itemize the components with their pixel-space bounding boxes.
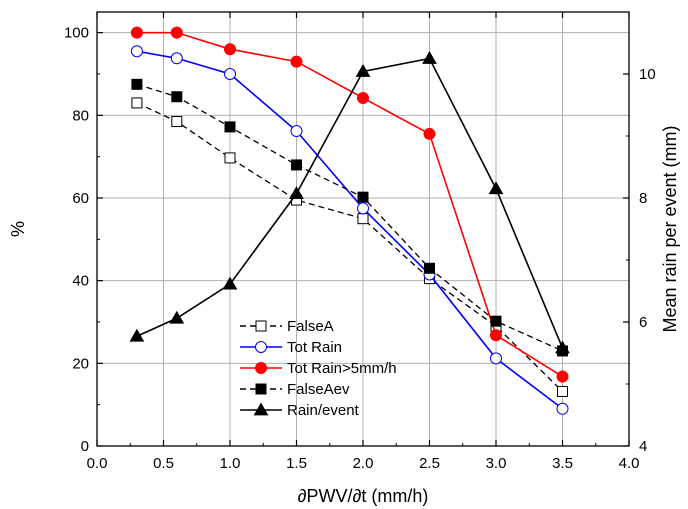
data-point-tot-rain-5mm-h — [224, 43, 236, 56]
legend-label: Rain/event — [287, 402, 360, 419]
data-point-rain-event — [222, 276, 238, 290]
legend-marker — [255, 362, 267, 374]
data-point-falseaev — [357, 191, 369, 203]
data-point-tot-rain-5mm-h — [130, 26, 143, 39]
data-point-falsea — [171, 116, 183, 128]
legend-label: FalseA — [287, 318, 334, 335]
legend: FalseA Tot Rain Tot Rain>5mm/h FalseAev Rain… — [240, 318, 397, 419]
data-point-tot-rain-5mm-h — [556, 370, 569, 383]
y-tick-label: 100 — [64, 25, 89, 42]
legend-label: Tot Rain>5mm/h — [287, 360, 397, 377]
series-rain-event — [129, 50, 570, 354]
data-point-falseaev — [424, 262, 435, 274]
grid-layer — [96, 12, 630, 447]
y2-tick-label: 4 — [639, 438, 647, 455]
legend-marker — [255, 341, 267, 353]
data-point-falsea — [131, 97, 143, 109]
legend-marker — [253, 402, 269, 416]
y-tick-label: 40 — [72, 273, 89, 290]
x-tick-label: 4.0 — [619, 455, 640, 472]
data-point-rain-event — [422, 50, 437, 64]
legend-marker — [255, 320, 267, 332]
legend-item-tot-rain: Tot Rain — [240, 339, 342, 356]
legend-marker — [255, 383, 267, 395]
x-tick-label: 0.5 — [153, 455, 174, 472]
y-tick-label: 0 — [81, 438, 89, 455]
legend-label: FalseAev — [287, 381, 350, 398]
legend-item-falsea: FalseA — [240, 318, 334, 335]
y-tick-label: 60 — [72, 190, 89, 207]
data-point-rain-event — [169, 310, 185, 324]
data-point-tot-rain — [130, 45, 143, 58]
axis-ticks: 0.0 0.5 1.0 1.5 2.0 2.5 3.0 3.5 4.0 0 20 40 60 80 100 4… — [64, 12, 656, 472]
data-point-rain-event — [355, 64, 371, 77]
y2-tick-label: 8 — [639, 190, 647, 207]
x-tick-label: 0.0 — [87, 455, 108, 472]
data-point-tot-rain — [556, 402, 569, 415]
data-point-falsea — [224, 152, 236, 164]
data-point-tot-rain — [224, 68, 236, 80]
series-falsea — [131, 97, 568, 397]
x-tick-label: 1.5 — [286, 455, 307, 472]
y-tick-label: 80 — [72, 107, 89, 124]
data-point-rain-event — [555, 340, 570, 354]
data-point-rain-event — [289, 186, 304, 200]
legend-item-rain-event: Rain/event — [240, 402, 360, 419]
data-point-tot-rain — [490, 352, 502, 365]
legend-label: Tot Rain — [287, 339, 342, 356]
y-tick-label: 20 — [72, 355, 89, 372]
data-point-rain-event — [488, 181, 504, 195]
series-line-tot-rain-5mm-h — [136, 31, 563, 378]
series-tot-rain — [130, 45, 569, 415]
data-point-falseaev — [171, 91, 183, 103]
data-point-falseaev — [291, 159, 302, 171]
data-point-tot-rain — [170, 52, 183, 65]
data-point-tot-rain-5mm-h — [290, 55, 303, 68]
y2-tick-label: 6 — [639, 314, 647, 331]
y2-axis-title: Mean rain per event (mm) — [660, 125, 680, 332]
data-point-tot-rain-5mm-h — [357, 91, 369, 104]
x-tick-label: 1.0 — [220, 455, 241, 472]
data-point-tot-rain-5mm-h — [423, 127, 436, 140]
series-line-falsea — [136, 102, 563, 392]
x-tick-label: 3.5 — [552, 455, 573, 472]
series-line-tot-rain — [136, 50, 563, 410]
data-point-tot-rain-5mm-h — [170, 26, 183, 39]
data-point-falsea — [557, 385, 568, 397]
data-point-falseaev — [490, 315, 502, 327]
data-point-tot-rain-5mm-h — [490, 329, 502, 342]
series-line-rain-event — [136, 57, 564, 349]
series-layer — [129, 26, 570, 415]
series-line-falseaev — [136, 83, 563, 352]
x-tick-label: 2.0 — [353, 455, 374, 472]
y2-tick-label: 10 — [639, 66, 656, 83]
data-point-falsea — [357, 213, 369, 225]
data-point-rain-event — [129, 328, 145, 342]
x-axis-title: ∂PWV/∂t (mm/h) — [298, 486, 429, 506]
legend-item-falseaev: FalseAev — [240, 381, 350, 398]
x-tick-label: 3.0 — [486, 455, 507, 472]
data-point-tot-rain — [357, 202, 369, 215]
data-point-falseaev — [131, 78, 143, 90]
legend-item-tot-rain-5mm-h: Tot Rain>5mm/h — [240, 360, 397, 377]
y-axis-title: % — [8, 221, 28, 237]
series-tot-rain-5mm-h — [130, 26, 569, 383]
data-point-tot-rain — [290, 125, 303, 138]
series-falseaev — [131, 78, 568, 357]
data-point-falseaev — [224, 121, 236, 133]
x-tick-label: 2.5 — [419, 455, 440, 472]
